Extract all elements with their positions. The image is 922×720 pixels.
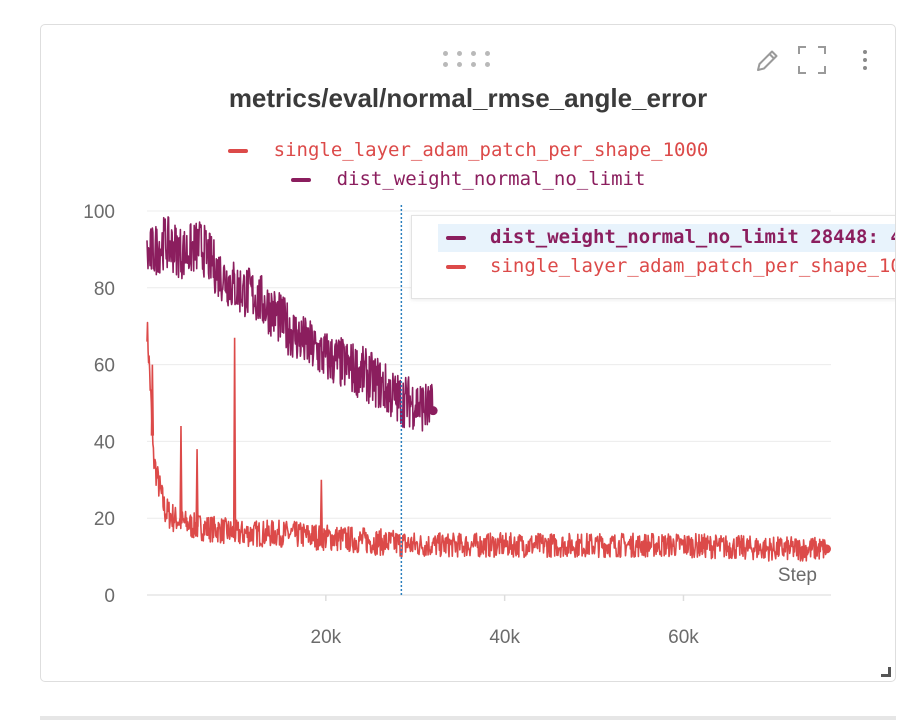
tooltip-swatch [446,265,466,269]
legend-item-dist-weight[interactable]: dist_weight_normal_no_limit [41,168,895,190]
kebab-menu-icon[interactable] [855,43,889,77]
x-tick-label: 60k [668,627,699,648]
expand-icon[interactable] [795,43,829,77]
y-tick-label: 100 [83,202,115,223]
series-line-single-layer[interactable] [146,321,827,562]
tooltip-row-single-layer: single_layer_adam_patch_per_shape_10 [438,253,896,281]
resize-icon[interactable] [881,667,891,677]
legend-swatch [227,148,248,153]
chart-title: metrics/eval/normal_rmse_angle_error [228,83,708,113]
hover-tooltip: dist_weight_normal_no_limit 28448: 4 sin… [411,215,896,299]
x-tick-label: 40k [489,627,520,648]
series-spike [179,426,183,522]
divider [40,716,896,720]
pencil-icon[interactable] [749,43,783,77]
y-tick-label: 60 [94,356,115,377]
y-tick-label: 80 [94,279,115,300]
y-tick-label: 0 [104,586,115,607]
legend-item-single-layer[interactable]: single_layer_adam_patch_per_shape_1000 [41,139,895,161]
legend-swatch [290,177,311,182]
drag-handle-icon[interactable] [443,49,495,69]
series-spike [150,364,155,436]
y-tick-label: 40 [94,432,115,453]
series-line-dist-weight[interactable] [146,216,434,432]
x-tick-label: 20k [311,627,342,648]
series-end-point [428,406,438,416]
chart-panel: metrics/eval/normal_rmse_angle_error sin… [40,24,896,682]
line-chart[interactable]: 0 20 40 60 80 100 20k 40k 60k Step [41,25,896,682]
y-tick-label: 20 [94,509,115,530]
tooltip-text: dist_weight_normal_no_limit 28448: 4 [490,226,896,248]
tooltip-row-dist-weight: dist_weight_normal_no_limit 28448: 4 [438,224,896,252]
series-spike [195,449,199,527]
legend-label: dist_weight_normal_no_limit [336,168,646,190]
tooltip-text: single_layer_adam_patch_per_shape_10 [490,255,896,277]
tooltip-swatch [446,236,466,240]
series-spike [232,337,237,534]
series-spike [319,479,324,538]
legend-label: single_layer_adam_patch_per_shape_1000 [273,139,709,161]
x-axis-label: Step [778,565,817,586]
series-end-point [822,544,832,554]
